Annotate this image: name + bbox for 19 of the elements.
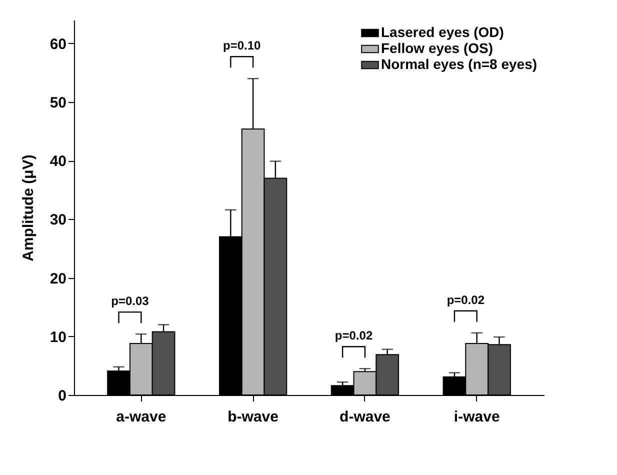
y-tick-label: 50 [50, 94, 66, 112]
legend-label: Fellow eyes (OS) [381, 40, 494, 56]
annotation: p=0.03 [111, 294, 150, 308]
x-tick-label: i-wave [454, 408, 500, 426]
legend-label: Normal eyes (n=8 eyes) [381, 56, 538, 72]
annotation: p=0.10 [223, 38, 262, 53]
y-tick-label: 20 [50, 270, 66, 288]
y-tick-label: 0 [58, 388, 66, 404]
y-tick-label: 40 [50, 153, 66, 170]
annotation: p=0.02 [446, 292, 485, 307]
y-axis-title: Amplitude (μV) [20, 154, 37, 262]
y-tick-label: 10 [50, 328, 66, 346]
annotation: p=0.02 [334, 328, 373, 343]
y-tick-label: 60 [50, 36, 66, 53]
legend-label: Lasered eyes (OD) [381, 24, 504, 40]
x-tick-label: a-wave [116, 408, 166, 426]
x-tick-label: d-wave [340, 408, 390, 426]
y-tick-label: 30 [50, 212, 66, 229]
x-tick-label: b-wave [228, 408, 278, 426]
